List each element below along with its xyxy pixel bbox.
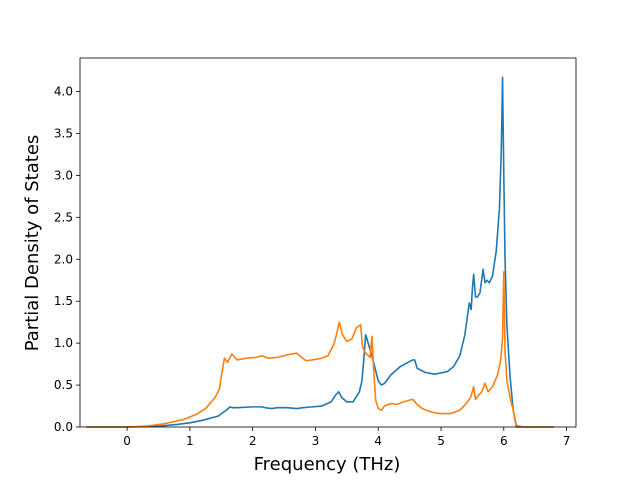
y-tick-label: 2.0 xyxy=(54,252,73,266)
series-line-2 xyxy=(86,271,555,428)
x-tick-label: 2 xyxy=(249,434,257,448)
axes-frame xyxy=(79,57,577,428)
y-axis-ticks: 0.0 0.5 1.0 1.5 2.0 2.5 3.0 3.5 4.0 xyxy=(54,85,80,434)
x-tick-label: 1 xyxy=(186,434,194,448)
y-tick-label: 3.5 xyxy=(54,126,73,140)
x-axis-ticks: 0 1 2 3 4 5 6 7 xyxy=(123,427,570,448)
y-tick-label: 1.0 xyxy=(54,336,73,350)
y-tick-label: 1.5 xyxy=(54,294,73,308)
x-tick-label: 7 xyxy=(563,434,571,448)
x-tick-label: 3 xyxy=(312,434,320,448)
series-layer xyxy=(86,76,555,428)
x-tick-label: 0 xyxy=(123,434,131,448)
x-tick-label: 5 xyxy=(437,434,445,448)
y-tick-label: 0.0 xyxy=(54,420,73,434)
y-axis-label: Partial Density of States xyxy=(22,135,43,352)
y-tick-label: 2.5 xyxy=(54,210,73,224)
x-tick-label: 4 xyxy=(374,434,382,448)
x-axis-label: Frequency (THz) xyxy=(254,454,401,475)
y-tick-label: 4.0 xyxy=(54,85,73,99)
y-tick-label: 0.5 xyxy=(54,378,73,392)
series-line-1 xyxy=(86,76,555,428)
x-tick-label: 6 xyxy=(500,434,508,448)
y-tick-label: 3.0 xyxy=(54,168,73,182)
